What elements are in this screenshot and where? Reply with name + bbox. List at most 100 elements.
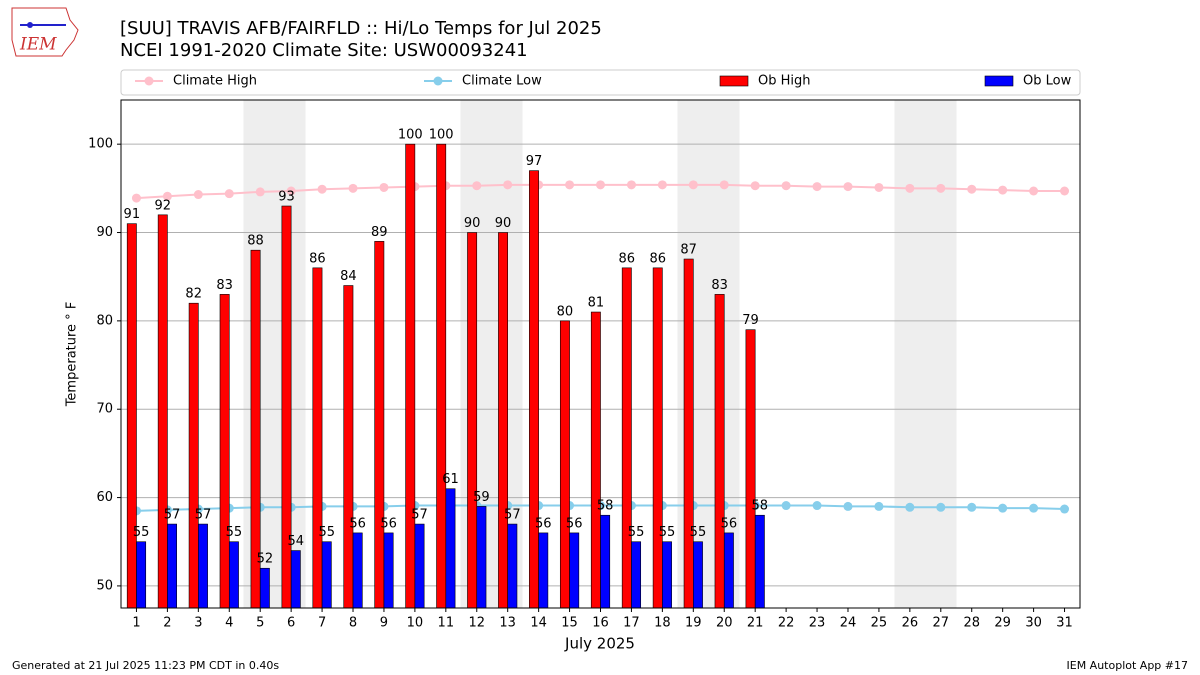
data-label: 81: [588, 296, 605, 311]
point: [286, 186, 296, 196]
bar: [312, 267, 323, 609]
y-tick-label: 60: [96, 490, 113, 505]
data-label: 58: [597, 499, 614, 514]
bar: [405, 143, 416, 609]
data-label: 86: [619, 251, 636, 266]
x-tick-label: 10: [407, 616, 424, 631]
data-label: 86: [649, 251, 666, 266]
bar: [529, 170, 539, 609]
bar: [383, 532, 394, 609]
bar: [683, 258, 694, 609]
y-tick-label: 90: [96, 225, 113, 240]
point: [998, 185, 1008, 195]
bar: [259, 567, 270, 609]
x-tick-label: 23: [809, 616, 826, 631]
x-tick-label: 3: [194, 616, 202, 631]
point: [503, 180, 513, 190]
x-tick-label: 1: [132, 616, 140, 631]
data-label: 54: [288, 534, 305, 549]
y-tick-label: 100: [88, 137, 113, 152]
point: [224, 189, 234, 199]
bar: [136, 541, 147, 609]
data-label: 56: [721, 516, 738, 531]
x-tick-label: 17: [623, 616, 640, 631]
point: [162, 191, 172, 201]
chart-title: [SUU] TRAVIS AFB/FAIRFLD :: Hi/Lo Temps …: [120, 18, 602, 39]
x-tick-label: 21: [747, 616, 764, 631]
data-label: 100: [429, 128, 454, 143]
bar: [198, 523, 208, 609]
x-tick-label: 4: [225, 616, 233, 631]
x-tick-label: 25: [871, 616, 888, 631]
data-label: 83: [216, 278, 233, 293]
bar: [414, 523, 425, 609]
data-label: 55: [226, 525, 243, 540]
bar: [662, 541, 672, 609]
bar: [352, 532, 363, 609]
y-tick-label: 80: [96, 313, 113, 328]
x-tick-label: 29: [994, 616, 1011, 631]
bar: [498, 232, 508, 609]
data-label: 58: [752, 499, 769, 514]
data-label: 88: [247, 234, 264, 249]
bar: [228, 541, 239, 609]
data-label: 55: [133, 525, 150, 540]
point: [936, 502, 946, 512]
data-label: 84: [340, 269, 357, 284]
point: [193, 190, 203, 200]
point: [905, 183, 915, 193]
data-label: 57: [504, 508, 521, 523]
data-label: 80: [557, 304, 574, 319]
data-label: 56: [380, 516, 397, 531]
point: [1060, 504, 1070, 514]
data-label: 61: [442, 472, 459, 487]
data-label: 92: [154, 198, 171, 213]
point: [874, 501, 884, 511]
data-label: 82: [185, 287, 202, 302]
bar: [126, 223, 137, 609]
point: [565, 180, 575, 190]
x-tick-label: 19: [685, 616, 702, 631]
point: [781, 501, 791, 511]
bar: [321, 541, 332, 609]
bar: [374, 241, 385, 609]
data-label: 90: [464, 216, 481, 231]
legend-label: Climate Low: [462, 74, 542, 89]
legend-label: Climate High: [173, 74, 257, 89]
bar: [436, 143, 447, 609]
point: [812, 182, 822, 192]
x-tick-label: 13: [499, 616, 516, 631]
point: [317, 184, 327, 194]
bar: [754, 514, 765, 609]
x-tick-label: 11: [438, 616, 455, 631]
bar: [569, 532, 580, 609]
data-label: 97: [526, 154, 543, 169]
bar: [590, 311, 601, 609]
bar: [188, 302, 199, 609]
bar: [538, 532, 549, 609]
bar: [157, 214, 168, 609]
x-tick-label: 20: [716, 616, 733, 631]
point: [843, 501, 853, 511]
x-tick-label: 9: [380, 616, 388, 631]
point: [626, 180, 636, 190]
point: [750, 181, 760, 191]
data-label: 55: [318, 525, 335, 540]
bar: [714, 294, 725, 609]
point: [472, 181, 482, 191]
x-tick-label: 28: [963, 616, 980, 631]
chart-subtitle: NCEI 1991-2020 Climate Site: USW00093241: [120, 40, 528, 61]
data-label: 57: [411, 508, 428, 523]
data-label: 89: [371, 225, 388, 240]
plot-frame: [120, 99, 1081, 609]
bar: [507, 523, 518, 609]
x-tick-label: 14: [530, 616, 547, 631]
legend-label: Ob High: [758, 74, 811, 89]
point: [781, 181, 791, 191]
point: [874, 182, 884, 192]
point: [255, 187, 265, 197]
point: [936, 183, 946, 193]
x-tick-label: 2: [163, 616, 171, 631]
point: [843, 182, 853, 192]
point: [998, 503, 1008, 513]
